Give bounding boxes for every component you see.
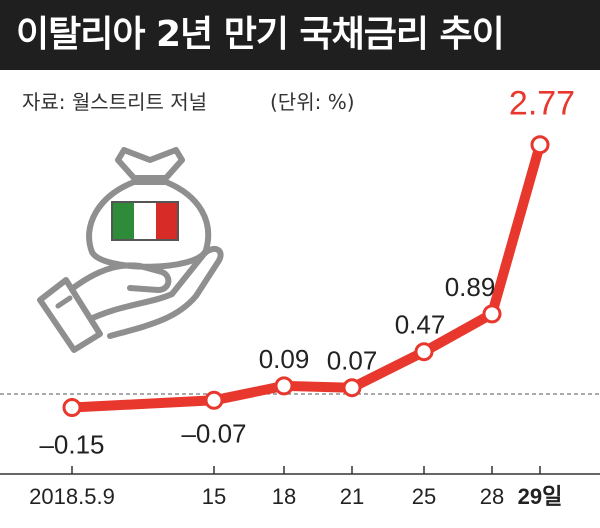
data-point (342, 378, 362, 398)
data-point (530, 135, 550, 155)
data-point (62, 398, 82, 417)
data-point (414, 342, 434, 362)
data-point (482, 304, 502, 324)
data-points (62, 135, 550, 417)
x-tick-label: 21 (340, 484, 364, 509)
x-tick-labels: 2018.5.9 15 18 21 25 28 29일 (29, 484, 562, 509)
data-label: –0.15 (39, 430, 104, 460)
x-tick-label: 28 (480, 484, 504, 509)
data-label: 2.77 (509, 85, 575, 123)
x-tick-label: 2018.5.9 (29, 484, 115, 509)
data-label: –0.07 (181, 418, 246, 448)
data-point (204, 390, 224, 410)
x-tick-label: 18 (272, 484, 296, 509)
data-label: 0.89 (445, 272, 496, 302)
data-labels: –0.15 –0.07 0.09 0.07 0.47 0.89 2.77 (39, 85, 575, 460)
x-tick-label: 25 (412, 484, 436, 509)
x-ticks (71, 466, 541, 474)
x-tick-label: 15 (202, 484, 226, 509)
x-tick-label: 29일 (518, 484, 563, 509)
money-bag-hand-icon (37, 147, 224, 353)
chart-title: 이탈리아 2년 만기 국채금리 추이 (0, 0, 600, 70)
source-note: 자료: 월스트리트 저널 (22, 90, 208, 114)
italy-flag-icon (111, 201, 179, 241)
data-label: 0.47 (395, 310, 446, 340)
data-point (274, 376, 294, 396)
data-label: 0.07 (327, 346, 378, 376)
data-label: 0.09 (259, 344, 310, 374)
unit-note: (단위: %) (270, 90, 355, 114)
